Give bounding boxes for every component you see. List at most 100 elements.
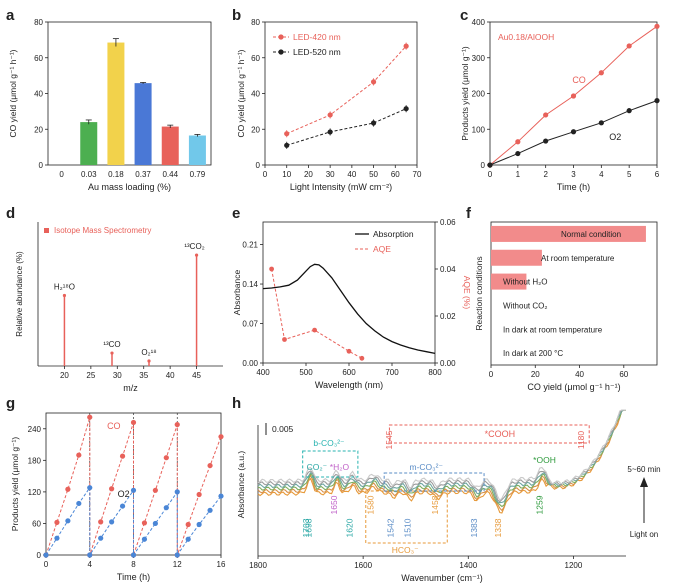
panel-e-aqe-point [269, 266, 274, 272]
panel-c-xtick-label: 0 [488, 170, 493, 179]
panel-g-point [98, 535, 104, 541]
panel-e-xlabel: Wavelength (nm) [315, 380, 383, 390]
panel-e-aqe-point [346, 348, 352, 354]
panel-c-point [626, 108, 632, 114]
panel-g-xtick-label: 16 [217, 560, 226, 569]
panel-h-group-box [302, 450, 359, 478]
panel-c-series-label: CO [572, 75, 586, 85]
panel-g-point [163, 455, 169, 461]
panel-b-xtick-label: 40 [347, 170, 356, 179]
panel-h-group-label: *OOH [533, 455, 556, 465]
panel-d-legend-marker [44, 228, 49, 233]
panel-e-y2label: AQE (%) [462, 276, 472, 310]
panel-g-point [174, 489, 180, 495]
panel-f-bar [491, 225, 646, 242]
panel-b-series-line [286, 108, 407, 146]
panel-b-xlabel: Light Intensity (mW cm⁻²) [290, 182, 392, 192]
panel-a-category-label: 0.03 [81, 170, 97, 179]
panel-d-peak-marker [110, 351, 114, 355]
panel-g-xtick-label: 8 [131, 560, 136, 569]
panel-c-point [654, 98, 660, 104]
panel-h-group-label: b-CO₃²⁻ [313, 438, 345, 448]
panel-e-ylabel: Absorbance [232, 270, 242, 316]
panel-b-xtick-label: 70 [413, 170, 422, 179]
panel-b-point [327, 129, 333, 135]
panel-a-ytick-label: 20 [34, 125, 43, 134]
panel-g-ytick-label: 120 [28, 488, 42, 497]
panel-g-ytick-label: 60 [32, 519, 41, 528]
panel-b-point [403, 43, 409, 49]
panel-g-point [87, 485, 93, 491]
panel-c-point [487, 162, 493, 168]
panel-d-xtick-label: 40 [166, 371, 175, 380]
panel-h-peak-label: 1510 [402, 518, 412, 537]
panel-g-point [87, 552, 93, 558]
panel-f-xtick-label: 0 [489, 370, 494, 379]
panel-e-legend-label: AQE [373, 244, 391, 254]
panel-h-peak-label: 1259 [534, 495, 544, 514]
panel-g-point [196, 521, 202, 528]
panel-c-ytick-label: 400 [472, 18, 486, 27]
panel-b-xtick-label: 60 [391, 170, 400, 179]
panel-c-point [543, 138, 549, 144]
panel-f-category-label: Normal condition [561, 230, 621, 239]
panel-g-point [141, 520, 148, 526]
panel-d-peak-label: O₂¹⁸ [141, 348, 156, 357]
panel-letter-e: e [232, 205, 240, 222]
panel-a-ytick-label: 40 [34, 90, 43, 99]
panel-g-point [65, 486, 71, 492]
panel-e-xtick-label: 600 [342, 368, 356, 377]
panel-h-spectrum [257, 409, 626, 514]
panel-f-frame [490, 221, 658, 366]
panel-b-xtick-label: 10 [282, 170, 291, 179]
panel-h-peak-label: 1580 [366, 495, 376, 514]
panel-a-bar [188, 135, 206, 165]
panel-a-ytick-label: 0 [39, 161, 44, 170]
panel-letter-c: c [460, 7, 468, 24]
panel-h-peak-label: 1458 [430, 495, 440, 514]
panel-e-right-ytick-label: 0.04 [440, 265, 456, 274]
panel-c-ytick-label: 0 [481, 161, 486, 170]
panel-e-xtick-label: 400 [256, 368, 270, 377]
panel-c-xtick-label: 1 [516, 170, 521, 179]
panel-e-xtick-label: 800 [428, 368, 442, 377]
panel-g-point [185, 521, 191, 528]
panel-c-point [598, 120, 604, 126]
panel-b-point [284, 142, 290, 148]
panel-g-point [109, 486, 115, 492]
panel-h-peak-label: 1383 [469, 518, 479, 537]
panel-a-category-label: 0 [59, 170, 64, 179]
panel-a-category-label: 0.37 [135, 170, 151, 179]
panel-d-peak-label: ¹³CO [103, 340, 120, 349]
panel-b-point [284, 131, 290, 137]
panel-g-ylabel: Products yield (μmol g⁻¹) [10, 437, 20, 532]
panel-c-xtick-label: 2 [543, 170, 548, 179]
panel-g-point [109, 519, 115, 525]
panel-g-ytick-label: 0 [37, 551, 42, 560]
panel-g-xtick-label: 12 [173, 560, 182, 569]
panel-h-spectrum [257, 409, 626, 503]
panel-letter-f: f [466, 205, 472, 222]
panel-h-xtick-label: 1200 [565, 561, 583, 570]
panel-a-xlabel: Au mass loading (%) [88, 182, 171, 192]
panel-g-point [130, 552, 137, 558]
panel-g-point [141, 536, 148, 542]
panel-b-legend-marker [278, 34, 284, 40]
panel-b-ytick-label: 60 [251, 54, 260, 63]
panel-h-scale-label: 0.005 [272, 424, 294, 434]
panel-d-xtick-label: 35 [139, 371, 148, 380]
panel-a-category-label: 0.44 [162, 170, 178, 179]
panel-f-xlabel: CO yield (μmol g⁻¹ h⁻¹) [527, 382, 620, 392]
panel-b-point [403, 106, 409, 112]
panel-c-xtick-label: 4 [599, 170, 604, 179]
panel-letter-h: h [232, 395, 241, 412]
panel-a-ylabel: CO yield (μmol g⁻¹ h⁻¹) [8, 49, 18, 137]
panel-c-ytick-label: 300 [472, 54, 486, 63]
panel-h-spectrum [257, 409, 626, 502]
panel-c-point [515, 139, 521, 145]
panel-f-category-label: At room temperature [541, 254, 615, 263]
panel-h-light-label: Light on [630, 530, 658, 539]
panel-e-aqe-point [359, 355, 365, 361]
panel-f-category-label: In dark at 200 °C [503, 349, 563, 358]
panel-g-point [163, 505, 169, 511]
